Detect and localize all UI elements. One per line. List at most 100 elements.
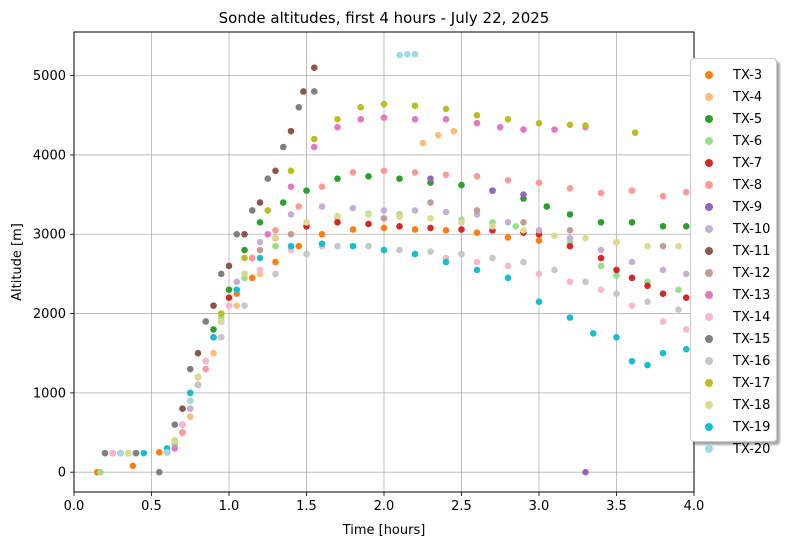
data-point — [411, 50, 419, 58]
data-point — [109, 449, 117, 457]
data-point — [489, 187, 496, 194]
data-point — [473, 266, 481, 274]
data-point — [241, 254, 248, 262]
data-point — [171, 445, 179, 452]
legend-label: TX-4 — [733, 89, 763, 105]
series-tx-9 — [427, 175, 589, 476]
data-point — [155, 468, 163, 476]
legend-item: TX-3 — [691, 64, 776, 86]
data-point — [202, 318, 210, 325]
data-point — [631, 129, 639, 137]
series-tx-5 — [124, 173, 690, 457]
data-point — [334, 219, 341, 226]
y-tick-label: 2000 — [33, 307, 66, 322]
data-point — [365, 211, 372, 218]
legend-item: TX-14 — [691, 306, 776, 328]
legend-item: TX-4 — [691, 86, 776, 108]
legend-label: TX-6 — [733, 133, 763, 149]
data-point — [256, 238, 264, 246]
legend-label: TX-14 — [733, 309, 771, 325]
legend-label: TX-5 — [733, 111, 763, 127]
x-axis-label: Time [hours] — [342, 523, 426, 538]
data-point — [186, 389, 194, 397]
data-point — [659, 223, 667, 230]
legend-swatch — [705, 93, 713, 101]
legend-item: TX-11 — [691, 240, 776, 262]
data-point — [241, 246, 248, 254]
data-point — [504, 219, 512, 226]
data-point — [334, 115, 341, 123]
legend-item: TX-12 — [691, 262, 776, 284]
data-point — [129, 462, 137, 470]
data-point — [628, 357, 636, 365]
data-point — [256, 246, 264, 254]
data-point — [349, 242, 357, 250]
data-point — [124, 449, 132, 457]
x-tick-label: 3.5 — [606, 499, 627, 514]
data-point — [318, 240, 326, 248]
data-point — [202, 365, 210, 373]
data-point — [535, 298, 543, 305]
data-point — [380, 167, 388, 175]
y-tick-label: 1000 — [33, 386, 66, 401]
data-point — [411, 226, 419, 233]
data-point — [210, 302, 217, 309]
data-point — [303, 187, 310, 194]
data-point — [248, 207, 256, 214]
data-point — [202, 357, 210, 365]
data-point — [287, 242, 295, 250]
legend-item: TX-10 — [691, 218, 776, 240]
data-point — [520, 219, 527, 226]
legend-label: TX-12 — [733, 265, 771, 281]
legend-label: TX-3 — [733, 67, 763, 83]
data-point — [520, 258, 527, 266]
data-point — [659, 318, 667, 325]
data-point — [179, 421, 186, 428]
data-point — [682, 270, 690, 278]
data-point — [171, 421, 179, 428]
data-point — [295, 104, 303, 111]
data-point — [334, 123, 341, 131]
x-tick-label: 1.0 — [219, 499, 240, 514]
data-point — [295, 242, 303, 250]
data-point — [210, 326, 217, 333]
data-point — [628, 274, 636, 282]
legend-swatch — [705, 181, 713, 189]
data-point — [396, 175, 403, 183]
legend-item: TX-20 — [691, 438, 776, 460]
legend-label: TX-20 — [733, 441, 771, 457]
data-point — [349, 226, 357, 233]
data-point — [349, 204, 357, 212]
legend: TX-3 TX-4 TX-5 TX-6 TX-7 TX-8 TX-9 TX-10 TX-11 TX… — [690, 58, 777, 457]
series-tx-17 — [171, 100, 639, 444]
data-point — [628, 187, 636, 194]
data-point — [442, 226, 450, 234]
data-point — [504, 115, 512, 123]
data-point — [264, 175, 272, 183]
legend-item: TX-17 — [691, 372, 776, 394]
legend-item: TX-8 — [691, 174, 776, 196]
data-point — [380, 207, 388, 214]
data-point — [163, 449, 171, 456]
data-point — [535, 226, 543, 234]
data-point — [473, 111, 481, 119]
legend-label: TX-9 — [733, 199, 763, 215]
data-point — [300, 88, 307, 95]
data-point — [272, 234, 279, 242]
data-point — [644, 282, 651, 290]
data-point — [210, 349, 217, 357]
data-point — [287, 127, 295, 135]
data-point — [504, 262, 512, 270]
data-point — [279, 199, 287, 206]
data-point — [171, 437, 179, 444]
x-tick-label: 0.0 — [64, 499, 85, 514]
data-point — [566, 314, 574, 321]
data-point — [504, 177, 512, 184]
data-point — [264, 207, 272, 214]
data-point — [233, 286, 241, 294]
data-point — [659, 266, 667, 274]
y-tick-label: 0 — [58, 466, 66, 481]
data-point — [628, 258, 636, 266]
data-point — [613, 266, 620, 274]
